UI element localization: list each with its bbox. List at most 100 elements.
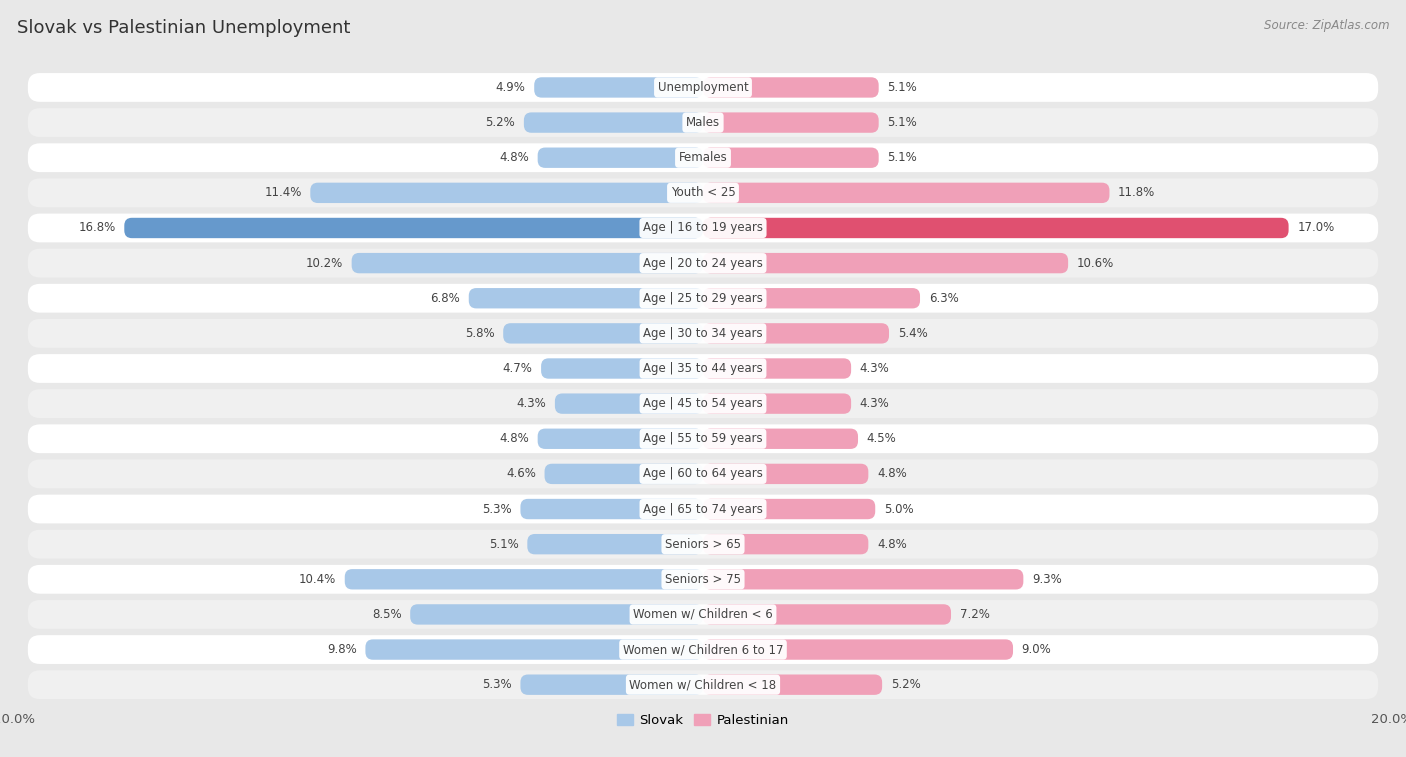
Text: 5.1%: 5.1% xyxy=(887,81,917,94)
FancyBboxPatch shape xyxy=(28,73,1378,102)
Legend: Slovak, Palestinian: Slovak, Palestinian xyxy=(612,709,794,732)
Text: Females: Females xyxy=(679,151,727,164)
FancyBboxPatch shape xyxy=(703,569,1024,590)
Text: 5.2%: 5.2% xyxy=(485,116,515,129)
Text: 4.3%: 4.3% xyxy=(859,362,890,375)
Text: Age | 55 to 59 years: Age | 55 to 59 years xyxy=(643,432,763,445)
Text: 5.8%: 5.8% xyxy=(465,327,495,340)
Text: 5.3%: 5.3% xyxy=(482,678,512,691)
Text: 5.0%: 5.0% xyxy=(884,503,914,516)
FancyBboxPatch shape xyxy=(520,499,703,519)
FancyBboxPatch shape xyxy=(28,284,1378,313)
FancyBboxPatch shape xyxy=(28,530,1378,559)
FancyBboxPatch shape xyxy=(28,249,1378,278)
Text: 5.3%: 5.3% xyxy=(482,503,512,516)
Text: Source: ZipAtlas.com: Source: ZipAtlas.com xyxy=(1264,19,1389,32)
Text: 11.4%: 11.4% xyxy=(264,186,302,199)
FancyBboxPatch shape xyxy=(28,635,1378,664)
FancyBboxPatch shape xyxy=(28,565,1378,593)
FancyBboxPatch shape xyxy=(28,143,1378,172)
FancyBboxPatch shape xyxy=(555,394,703,414)
Text: 4.9%: 4.9% xyxy=(496,81,526,94)
Text: 6.3%: 6.3% xyxy=(928,291,959,305)
Text: 17.0%: 17.0% xyxy=(1298,222,1334,235)
FancyBboxPatch shape xyxy=(28,670,1378,699)
Text: Women w/ Children < 18: Women w/ Children < 18 xyxy=(630,678,776,691)
Text: 5.1%: 5.1% xyxy=(887,151,917,164)
Text: 5.4%: 5.4% xyxy=(897,327,928,340)
FancyBboxPatch shape xyxy=(703,428,858,449)
FancyBboxPatch shape xyxy=(28,179,1378,207)
FancyBboxPatch shape xyxy=(352,253,703,273)
FancyBboxPatch shape xyxy=(28,459,1378,488)
FancyBboxPatch shape xyxy=(703,674,882,695)
Text: 9.8%: 9.8% xyxy=(328,643,357,656)
FancyBboxPatch shape xyxy=(703,640,1012,660)
FancyBboxPatch shape xyxy=(703,499,875,519)
FancyBboxPatch shape xyxy=(703,77,879,98)
FancyBboxPatch shape xyxy=(703,253,1069,273)
Text: 4.8%: 4.8% xyxy=(499,151,529,164)
Text: 4.8%: 4.8% xyxy=(877,467,907,481)
FancyBboxPatch shape xyxy=(703,394,851,414)
Text: 4.5%: 4.5% xyxy=(866,432,897,445)
FancyBboxPatch shape xyxy=(703,182,1109,203)
FancyBboxPatch shape xyxy=(703,218,1289,238)
Text: Age | 35 to 44 years: Age | 35 to 44 years xyxy=(643,362,763,375)
FancyBboxPatch shape xyxy=(28,319,1378,347)
Text: 9.3%: 9.3% xyxy=(1032,573,1062,586)
FancyBboxPatch shape xyxy=(468,288,703,308)
FancyBboxPatch shape xyxy=(703,112,879,132)
FancyBboxPatch shape xyxy=(344,569,703,590)
Text: Youth < 25: Youth < 25 xyxy=(671,186,735,199)
FancyBboxPatch shape xyxy=(28,389,1378,418)
FancyBboxPatch shape xyxy=(703,323,889,344)
Text: Age | 65 to 74 years: Age | 65 to 74 years xyxy=(643,503,763,516)
Text: Women w/ Children < 6: Women w/ Children < 6 xyxy=(633,608,773,621)
Text: 16.8%: 16.8% xyxy=(79,222,115,235)
FancyBboxPatch shape xyxy=(703,534,869,554)
Text: Slovak vs Palestinian Unemployment: Slovak vs Palestinian Unemployment xyxy=(17,19,350,37)
FancyBboxPatch shape xyxy=(311,182,703,203)
Text: Age | 25 to 29 years: Age | 25 to 29 years xyxy=(643,291,763,305)
Text: Age | 30 to 34 years: Age | 30 to 34 years xyxy=(643,327,763,340)
FancyBboxPatch shape xyxy=(28,425,1378,453)
FancyBboxPatch shape xyxy=(28,354,1378,383)
FancyBboxPatch shape xyxy=(520,674,703,695)
Text: Age | 45 to 54 years: Age | 45 to 54 years xyxy=(643,397,763,410)
Text: 4.8%: 4.8% xyxy=(877,537,907,550)
FancyBboxPatch shape xyxy=(503,323,703,344)
FancyBboxPatch shape xyxy=(28,494,1378,523)
Text: 4.6%: 4.6% xyxy=(506,467,536,481)
FancyBboxPatch shape xyxy=(541,358,703,378)
Text: 5.1%: 5.1% xyxy=(489,537,519,550)
Text: Age | 60 to 64 years: Age | 60 to 64 years xyxy=(643,467,763,481)
FancyBboxPatch shape xyxy=(524,112,703,132)
Text: Age | 16 to 19 years: Age | 16 to 19 years xyxy=(643,222,763,235)
FancyBboxPatch shape xyxy=(703,288,920,308)
Text: 10.6%: 10.6% xyxy=(1077,257,1114,269)
Text: 10.2%: 10.2% xyxy=(305,257,343,269)
FancyBboxPatch shape xyxy=(703,464,869,484)
Text: 9.0%: 9.0% xyxy=(1022,643,1052,656)
FancyBboxPatch shape xyxy=(28,108,1378,137)
Text: Seniors > 75: Seniors > 75 xyxy=(665,573,741,586)
FancyBboxPatch shape xyxy=(703,148,879,168)
FancyBboxPatch shape xyxy=(703,604,950,625)
Text: Seniors > 65: Seniors > 65 xyxy=(665,537,741,550)
FancyBboxPatch shape xyxy=(124,218,703,238)
FancyBboxPatch shape xyxy=(703,358,851,378)
FancyBboxPatch shape xyxy=(537,148,703,168)
FancyBboxPatch shape xyxy=(534,77,703,98)
Text: 7.2%: 7.2% xyxy=(960,608,990,621)
Text: 5.2%: 5.2% xyxy=(891,678,921,691)
Text: Males: Males xyxy=(686,116,720,129)
Text: Unemployment: Unemployment xyxy=(658,81,748,94)
FancyBboxPatch shape xyxy=(28,213,1378,242)
Text: 6.8%: 6.8% xyxy=(430,291,460,305)
Text: 10.4%: 10.4% xyxy=(299,573,336,586)
Text: 4.3%: 4.3% xyxy=(859,397,890,410)
FancyBboxPatch shape xyxy=(537,428,703,449)
Text: 4.7%: 4.7% xyxy=(502,362,533,375)
FancyBboxPatch shape xyxy=(411,604,703,625)
